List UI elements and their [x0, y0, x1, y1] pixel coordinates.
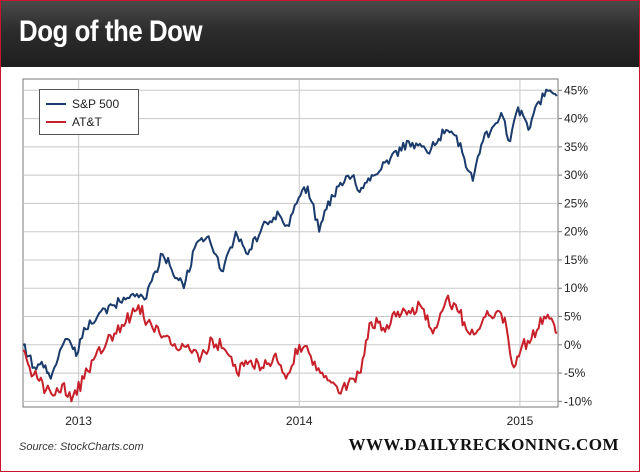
legend: S&P 500 AT&T [39, 89, 139, 135]
y-tick-label: 35% [564, 140, 588, 154]
y-tick-label: 5% [564, 310, 582, 324]
series-line-sp500 [22, 88, 558, 380]
y-tick-label: 20% [564, 225, 588, 239]
y-tick-label: 40% [564, 112, 588, 126]
y-tick-label: 15% [564, 253, 588, 267]
legend-item-sp500: S&P 500 [46, 96, 119, 112]
y-tick-label: 30% [564, 168, 588, 182]
y-tick-label: -5% [564, 366, 586, 380]
y-tick-label: -10% [564, 394, 592, 408]
legend-swatch-att [46, 121, 66, 123]
title-bar: Dog of the Dow [1, 1, 639, 67]
y-tick-label: 10% [564, 281, 588, 295]
x-tick-label: 2013 [65, 414, 92, 428]
series-line-att [22, 294, 558, 403]
legend-item-att: AT&T [46, 114, 102, 130]
source-note: Source: StockCharts.com [19, 441, 144, 453]
y-tick-label: 45% [564, 83, 588, 97]
y-tick-label: 25% [564, 196, 588, 210]
legend-swatch-sp500 [46, 103, 66, 105]
chart-title: Dog of the Dow [19, 15, 203, 48]
legend-label-sp500: S&P 500 [72, 97, 120, 111]
x-tick-label: 2014 [286, 414, 313, 428]
y-tick-label: 0% [564, 338, 582, 352]
x-tick-label: 2015 [507, 414, 534, 428]
brand-url: WWW.DAILYRECKONING.COM [348, 435, 619, 454]
legend-label-att: AT&T [72, 115, 102, 129]
